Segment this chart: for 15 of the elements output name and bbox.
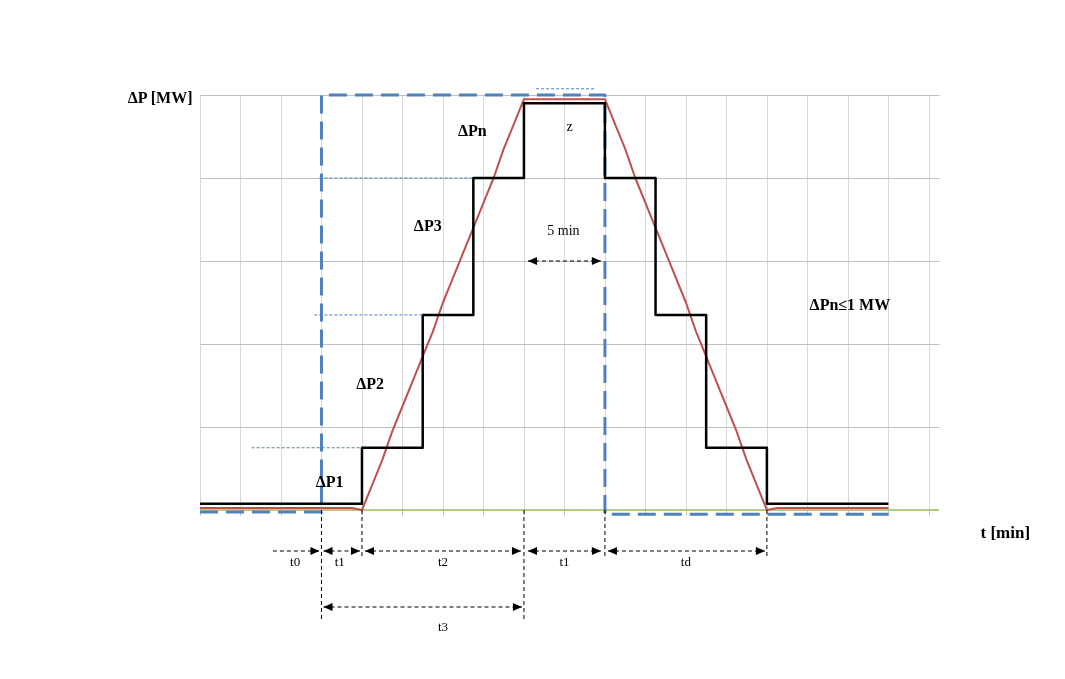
text: t1 — [334, 553, 345, 569]
y-axis-title: ΔP [MW] — [127, 88, 193, 106]
annotation: ΔP2 — [356, 375, 384, 393]
text: t2 — [437, 553, 449, 569]
text: t3 — [437, 618, 449, 634]
annotation: z — [566, 119, 573, 135]
x-axis-title: t [min] — [980, 522, 1031, 542]
text: t1 — [559, 553, 570, 569]
text: t0 — [290, 553, 301, 569]
annotation: 5 min — [547, 223, 580, 239]
annotation: ΔPn≤1 MW — [809, 296, 891, 314]
annotation: ΔP1 — [315, 472, 344, 490]
annotation: ΔP3 — [413, 217, 442, 235]
text: td — [680, 553, 692, 569]
annotation: ΔPn — [457, 122, 487, 140]
